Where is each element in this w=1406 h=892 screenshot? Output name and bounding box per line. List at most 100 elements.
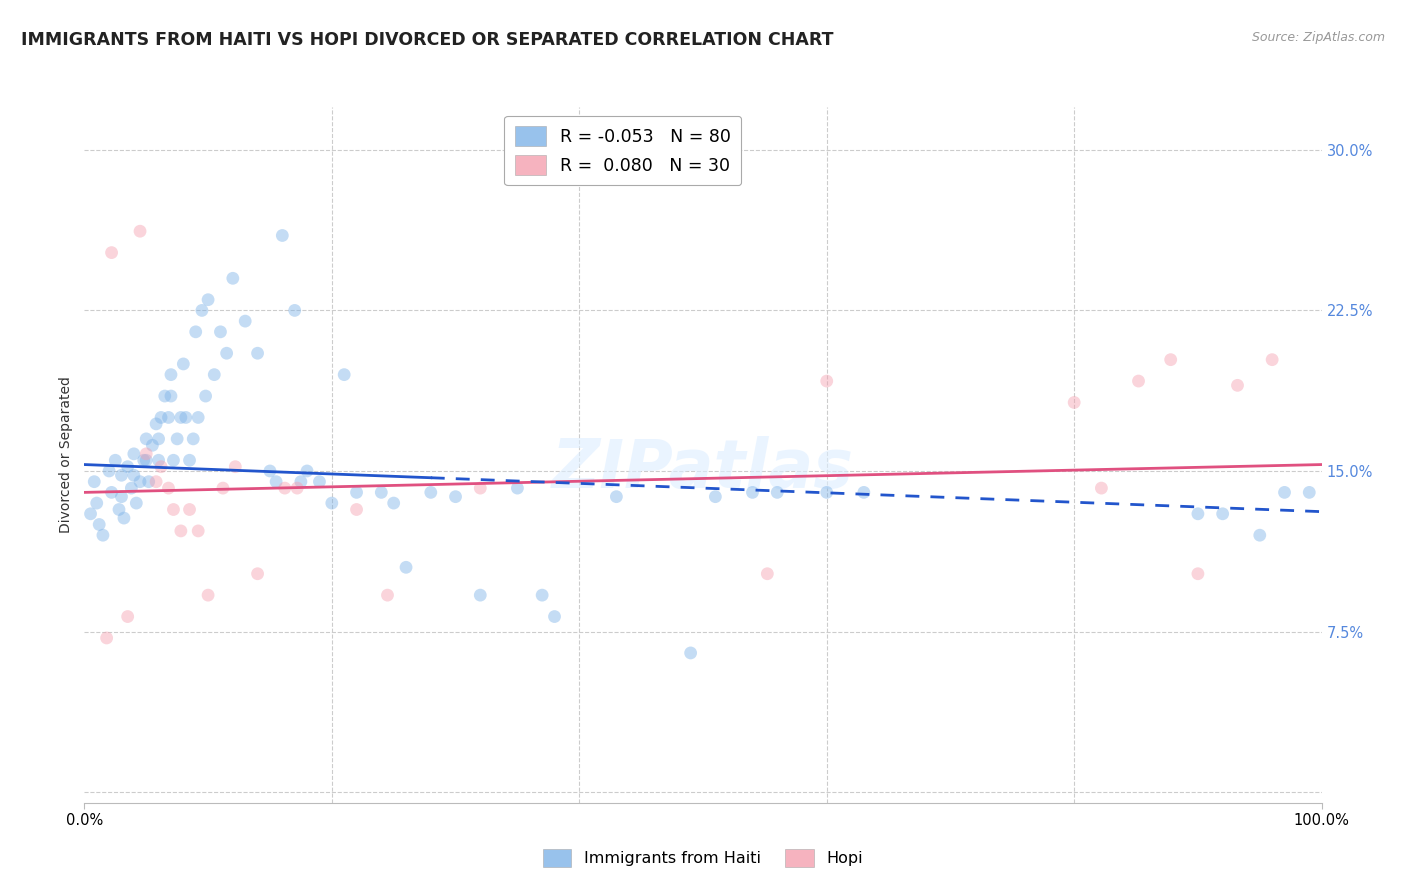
Point — [145, 475, 167, 489]
Point — [96, 631, 118, 645]
Text: IMMIGRANTS FROM HAITI VS HOPI DIVORCED OR SEPARATED CORRELATION CHART: IMMIGRANTS FROM HAITI VS HOPI DIVORCED O… — [21, 31, 834, 49]
Point — [104, 453, 127, 467]
Point — [215, 346, 238, 360]
Point — [132, 453, 155, 467]
Point — [150, 410, 173, 425]
Point — [531, 588, 554, 602]
Point — [184, 325, 207, 339]
Point — [83, 475, 105, 489]
Point — [170, 410, 193, 425]
Point — [284, 303, 307, 318]
Point — [271, 228, 294, 243]
Point — [79, 507, 101, 521]
Point — [346, 502, 368, 516]
Point — [377, 588, 399, 602]
Point — [160, 368, 183, 382]
Point — [1249, 528, 1271, 542]
Point — [197, 293, 219, 307]
Point — [1160, 352, 1182, 367]
Point — [110, 490, 132, 504]
Point — [157, 481, 180, 495]
Point — [756, 566, 779, 581]
Point — [246, 346, 269, 360]
Point — [1274, 485, 1296, 500]
Point — [117, 609, 139, 624]
Point — [605, 490, 627, 504]
Point — [1090, 481, 1112, 495]
Point — [815, 485, 838, 500]
Point — [506, 481, 529, 495]
Point — [160, 389, 183, 403]
Point — [382, 496, 405, 510]
Point — [125, 496, 148, 510]
Point — [333, 368, 356, 382]
Point — [135, 447, 157, 461]
Point — [122, 447, 145, 461]
Point — [194, 389, 217, 403]
Point — [138, 475, 160, 489]
Text: ZIPatlas: ZIPatlas — [553, 436, 853, 502]
Point — [135, 432, 157, 446]
Point — [1063, 395, 1085, 409]
Point — [150, 459, 173, 474]
Point — [174, 410, 197, 425]
Point — [1128, 374, 1150, 388]
Point — [224, 459, 246, 474]
Point — [187, 410, 209, 425]
Point — [543, 609, 565, 624]
Point — [112, 511, 135, 525]
Point — [1226, 378, 1249, 392]
Point — [444, 490, 467, 504]
Point — [145, 417, 167, 431]
Point — [148, 432, 170, 446]
Point — [209, 325, 232, 339]
Point — [191, 303, 214, 318]
Point — [321, 496, 343, 510]
Point — [470, 588, 492, 602]
Point — [852, 485, 875, 500]
Point — [1212, 507, 1234, 521]
Point — [141, 438, 163, 452]
Point — [1187, 566, 1209, 581]
Point — [179, 502, 201, 516]
Point — [766, 485, 789, 500]
Point — [370, 485, 392, 500]
Point — [162, 453, 184, 467]
Point — [122, 468, 145, 483]
Point — [470, 481, 492, 495]
Point — [264, 475, 287, 489]
Point — [202, 368, 225, 382]
Point — [274, 481, 297, 495]
Point — [172, 357, 194, 371]
Point — [179, 453, 201, 467]
Point — [197, 588, 219, 602]
Point — [129, 475, 152, 489]
Point — [100, 245, 122, 260]
Point — [815, 374, 838, 388]
Legend: R = -0.053   N = 80, R =  0.080   N = 30: R = -0.053 N = 80, R = 0.080 N = 30 — [505, 116, 741, 186]
Point — [290, 475, 312, 489]
Point — [259, 464, 281, 478]
Point — [679, 646, 702, 660]
Point — [98, 464, 121, 478]
Point — [1298, 485, 1320, 500]
Point — [162, 502, 184, 516]
Point — [346, 485, 368, 500]
Point — [295, 464, 318, 478]
Point — [166, 432, 188, 446]
Point — [1187, 507, 1209, 521]
Text: Source: ZipAtlas.com: Source: ZipAtlas.com — [1251, 31, 1385, 45]
Point — [148, 453, 170, 467]
Point — [91, 528, 114, 542]
Point — [86, 496, 108, 510]
Point — [741, 485, 763, 500]
Point — [110, 468, 132, 483]
Point — [246, 566, 269, 581]
Point — [1261, 352, 1284, 367]
Point — [395, 560, 418, 574]
Point — [170, 524, 193, 538]
Point — [153, 389, 176, 403]
Point — [212, 481, 235, 495]
Point — [308, 475, 330, 489]
Point — [181, 432, 204, 446]
